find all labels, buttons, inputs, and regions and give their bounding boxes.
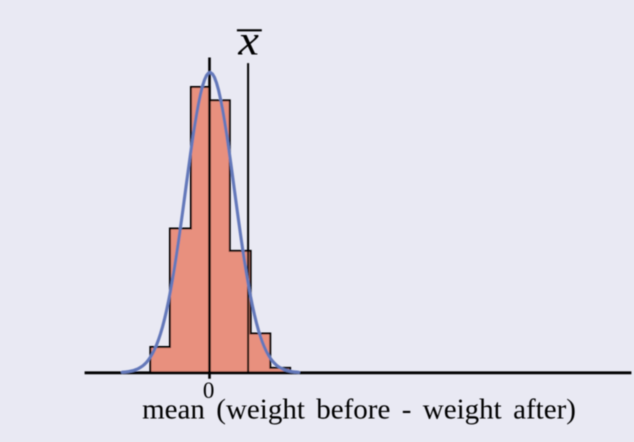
svg-text:mean (weight before - weight a: mean (weight before - weight after) [142,393,576,425]
svg-text:x: x [237,17,259,64]
svg-text:0: 0 [203,378,215,403]
